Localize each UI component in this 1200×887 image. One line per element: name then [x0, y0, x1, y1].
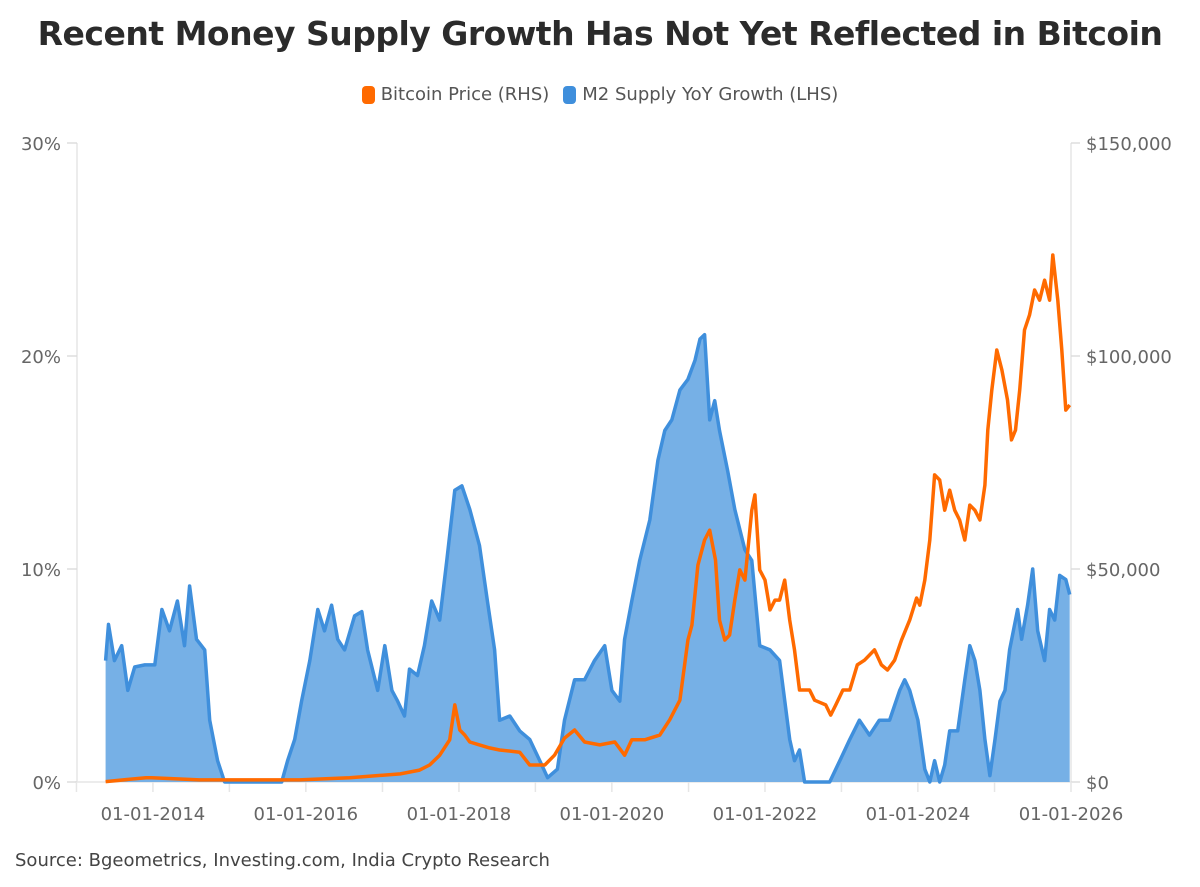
m2-area	[105, 334, 1070, 782]
x-tick-label: 01-01-2026	[1019, 804, 1124, 825]
y-right-tick-label: $150,000	[1086, 134, 1172, 155]
m2-line	[103, 332, 1072, 784]
x-tick-label: 01-01-2014	[101, 804, 206, 825]
legend-label-m2: M2 Supply YoY Growth (LHS)	[582, 84, 839, 105]
x-tick-label: 01-01-2016	[254, 804, 359, 825]
chart-title: Recent Money Supply Growth Has Not Yet R…	[37, 14, 1163, 53]
x-tick-label: 01-01-2024	[866, 804, 971, 825]
bitcoin-price-line	[105, 253, 1072, 784]
source-note: Source: Bgeometrics, Investing.com, Indi…	[15, 850, 550, 871]
x-tick-label: 01-01-2022	[713, 804, 818, 825]
legend: Bitcoin Price (RHS) M2 Supply YoY Growth…	[0, 84, 1200, 105]
y-left-tick-label: 20%	[21, 347, 61, 368]
legend-swatch-m2	[563, 85, 577, 104]
y-right-tick-label: $100,000	[1086, 347, 1172, 368]
x-tick-label: 01-01-2018	[407, 804, 512, 825]
x-tick-label: 01-01-2020	[560, 804, 665, 825]
legend-item-bitcoin: Bitcoin Price (RHS)	[361, 84, 550, 105]
legend-swatch-bitcoin	[361, 85, 375, 104]
legend-label-bitcoin: Bitcoin Price (RHS)	[380, 84, 550, 105]
y-right-tick-label: $50,000	[1086, 560, 1160, 581]
y-left-tick-label: 0%	[32, 773, 61, 794]
legend-item-m2: M2 Supply YoY Growth (LHS)	[563, 84, 838, 105]
y-left-tick-label: 30%	[21, 134, 61, 155]
y-left-tick-label: 10%	[21, 560, 61, 581]
y-right-tick-label: $0	[1086, 773, 1109, 794]
